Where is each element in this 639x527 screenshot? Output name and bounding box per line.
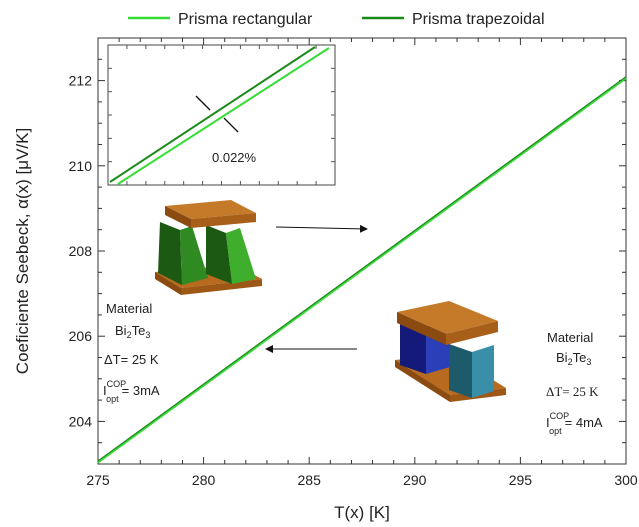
y-tick-label: 210: [69, 158, 93, 174]
legend: Prisma rectangular Prisma trapezoidal: [128, 11, 545, 28]
series-line-trapezoidal: [97, 76, 627, 462]
series-line-rectangular: [97, 77, 627, 464]
trapezoidal-prism-illustration: [155, 200, 262, 295]
x-tick-label: 285: [298, 472, 322, 488]
y-tick-label: 206: [69, 328, 93, 344]
rectangular-prism-illustration: [395, 301, 506, 402]
x-tick-label: 275: [86, 472, 110, 488]
legend-label-rectangular: Prisma rectangular: [178, 11, 313, 28]
legend-label-trapezoidal: Prisma trapezoidal: [412, 11, 545, 28]
x-tick-label: 290: [403, 472, 427, 488]
annotation-right-material: Bi2Te3: [556, 350, 591, 367]
y-axis-label: Coeficiente Seebeck, α(x) [μV/K]: [13, 128, 32, 374]
annotation-left-material: Bi2Te3: [115, 323, 150, 340]
series-group: [97, 76, 627, 464]
y-tick-label: 212: [69, 73, 93, 89]
annotation-left-title: Material: [106, 301, 152, 316]
inset-line-trapezoidal: [109, 46, 316, 183]
inset-marker-upper: [195, 95, 211, 111]
inset-annotation: 0.022%: [212, 150, 257, 165]
x-axis-label: T(x) [K]: [334, 503, 390, 522]
annotation-right-delta-t: ΔT= 25 K: [546, 384, 599, 399]
annotation-left-current: ICOP opt= 3mA: [103, 379, 160, 404]
inset-line-rectangular: [117, 47, 330, 185]
annotation-right-current: ICOP opt= 4mA: [546, 411, 603, 436]
inset-marker-lower: [223, 117, 239, 133]
arrow-right: [275, 224, 368, 233]
x-tick-label: 295: [509, 472, 533, 488]
y-tick-label: 204: [69, 413, 93, 429]
x-tick-label: 300: [614, 472, 638, 488]
y-tick-label: 208: [69, 243, 93, 259]
annotation-left-delta-t: ΔT= 25 K: [104, 352, 159, 367]
x-tick-label: 280: [192, 472, 216, 488]
inset-ticks: [108, 45, 335, 185]
inset: 0.022%: [107, 44, 336, 186]
axis-ticks: 275 280 285 290 295 300 204 206 208 210 212: [69, 37, 638, 488]
annotation-left: Material Bi2Te3 ΔT= 25 K ICOP opt= 3mA: [103, 301, 160, 404]
annotation-right: Material Bi2Te3 ΔT= 25 K ICOP opt= 4mA: [546, 330, 603, 436]
annotation-right-title: Material: [547, 330, 593, 345]
